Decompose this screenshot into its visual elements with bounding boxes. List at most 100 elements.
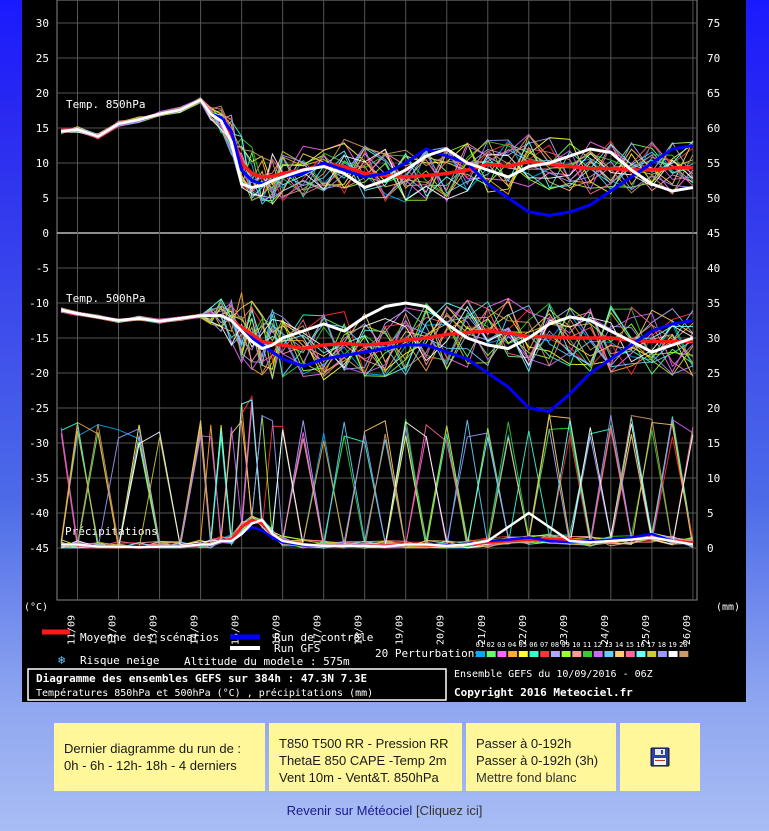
perturbation-color-swatch (561, 651, 571, 657)
perturbation-number: 04 (508, 641, 516, 649)
perturbation-color-swatch (476, 651, 485, 657)
perturbation-color-swatch (636, 651, 646, 657)
perturbation-line-t850 (61, 101, 694, 197)
param-link-thetae[interactable]: ThetaE 850 CAPE -Temp 2m (279, 753, 447, 768)
perturbation-color-swatch (486, 651, 496, 657)
perturbation-color-swatch (657, 651, 667, 657)
run-hours-links[interactable]: 0h - 6h - 12h- 18h - 4 derniers (64, 758, 237, 773)
left-tick-label: 25 (36, 52, 49, 65)
param-link-wind[interactable]: Vent 10m - Vent&T. 850hPa (279, 770, 439, 785)
left-axis-unit: (°C) (24, 602, 48, 613)
perturbation-number: 19 (668, 641, 676, 649)
perturbation-number: 14 (615, 641, 623, 649)
x-tick-label: 21/09 (477, 615, 488, 645)
perturbation-number: 02 (486, 641, 494, 649)
altitude-label: Altitude du modele : 575m (184, 655, 350, 668)
left-tick-label: -5 (36, 262, 49, 275)
switch-0-192h-3h-link[interactable]: Passer à 0-192h (3h) (476, 753, 599, 768)
perturbation-color-swatch (508, 651, 518, 657)
perturbation-color-swatch (540, 651, 550, 657)
caption-box (27, 668, 447, 701)
caption-title: Diagramme des ensembles GEFS sur 384h : … (36, 672, 367, 685)
perturbation-color-swatch (604, 651, 614, 657)
left-tick-label: 30 (36, 17, 49, 30)
left-tick-label: 20 (36, 87, 49, 100)
series-line-t500 (60, 301, 694, 354)
x-tick-label: 13/09 (149, 615, 160, 645)
white-background-link[interactable]: Mettre fond blanc (476, 770, 577, 785)
param-link-t850[interactable]: T850 T500 RR - Pression RR (279, 736, 449, 751)
perturbation-number: 07 (540, 641, 548, 649)
right-tick-label: 45 (707, 227, 720, 240)
right-tick-label: 20 (707, 402, 720, 415)
x-tick-label: 24/09 (600, 615, 611, 645)
perturbation-color-swatch (518, 651, 528, 657)
right-tick-label: 70 (707, 52, 720, 65)
x-tick-label: 17/09 (313, 615, 324, 645)
panel-label-t850: Temp. 850hPa (66, 98, 145, 111)
floppy-disk-icon[interactable] (650, 747, 670, 767)
perturbation-number: 09 (561, 641, 569, 649)
perturbation-color-swatch (679, 651, 689, 657)
last-run-box: Dernier diagramme du run de : 0h - 6h - … (54, 723, 265, 791)
perturbation-number: 05 (519, 641, 527, 649)
perturbation-color-swatch (583, 651, 592, 657)
click-here-hint[interactable]: [Cliquez ici] (415, 803, 483, 818)
save-box (620, 723, 700, 791)
legend-label-control: Run de contrôle (274, 631, 373, 644)
panel-label-precip: Précipitations (65, 525, 158, 538)
right-tick-label: 10 (707, 472, 720, 485)
right-tick-label: 30 (707, 332, 720, 345)
right-tick-label: 55 (707, 157, 720, 170)
copyright-label: Copyright 2016 Meteociel.fr (454, 686, 633, 699)
x-tick-label: 15/09 (231, 615, 242, 645)
left-tick-label: 5 (42, 192, 49, 205)
x-tick-label: 16/09 (272, 615, 283, 645)
x-tick-label: 22/09 (518, 615, 529, 645)
perturbation-number: 17 (647, 641, 655, 649)
perturbation-number: 06 (529, 641, 537, 649)
left-tick-label: -15 (29, 332, 49, 345)
perturbation-number: 11 (583, 641, 591, 649)
gefs-ensemble-chart: 30 25 20 15 10 5 0 -5 -10 -15 -20 -25 -30 -35 -40 -45 75… (22, 0, 746, 702)
right-tick-label: 5 (707, 507, 714, 520)
series-line-precip (61, 511, 694, 549)
back-link-row: Revenir sur Météociel [Cliquez ici] (0, 803, 769, 818)
left-tick-label: -20 (29, 367, 49, 380)
back-to-meteociel-link[interactable]: Revenir sur Météociel (286, 803, 413, 818)
left-tick-label: 10 (36, 157, 49, 170)
left-tick-label: -40 (29, 507, 49, 520)
right-tick-label: 60 (707, 122, 720, 135)
right-tick-label: 50 (707, 192, 720, 205)
left-tick-label: -45 (29, 542, 49, 555)
last-run-title: Dernier diagramme du run de : (64, 741, 242, 756)
perturbation-number: 16 (636, 641, 644, 649)
right-tick-label: 35 (707, 297, 720, 310)
perturbation-color-swatch (529, 651, 539, 657)
left-tick-label: 0 (42, 227, 49, 240)
switch-0-192h-link[interactable]: Passer à 0-192h (476, 736, 572, 751)
x-tick-label: 20/09 (436, 615, 447, 645)
perturbation-color-swatch (497, 651, 507, 657)
right-tick-label: 0 (707, 542, 714, 555)
perturbation-number: 03 (497, 641, 505, 649)
ensemble-run-label: Ensemble GEFS du 10/09/2016 - 06Z (454, 669, 653, 680)
chart-canvas: 302520151050-5-10-15-20-25-30-35-40-4575… (24, 0, 740, 701)
legend-label-gfs: Run GFS (274, 642, 320, 655)
left-tick-label: -10 (29, 297, 49, 310)
range-links-box: Passer à 0-192h Passer à 0-192h (3h) Met… (466, 723, 616, 791)
perturbation-number: 13 (604, 641, 612, 649)
perturbation-number: 01 (476, 641, 484, 649)
x-tick-label: 26/09 (682, 615, 693, 645)
perturbation-color-swatch (593, 651, 603, 657)
right-axis-unit: (mm) (716, 602, 740, 613)
perturbation-number: 08 (551, 641, 559, 649)
legend-label-mean: Moyenne des scénarios (80, 631, 219, 644)
legend-label-perturbations: 20 Perturbations (375, 647, 481, 660)
x-tick-label: 12/09 (108, 615, 119, 645)
perturbation-color-swatch (550, 651, 560, 657)
panel-label-t500: Temp. 500hPa (66, 292, 145, 305)
parameter-links-box: T850 T500 RR - Pression RR ThetaE 850 CA… (269, 723, 462, 791)
perturbation-color-swatch (572, 651, 582, 657)
right-tick-label: 25 (707, 367, 720, 380)
